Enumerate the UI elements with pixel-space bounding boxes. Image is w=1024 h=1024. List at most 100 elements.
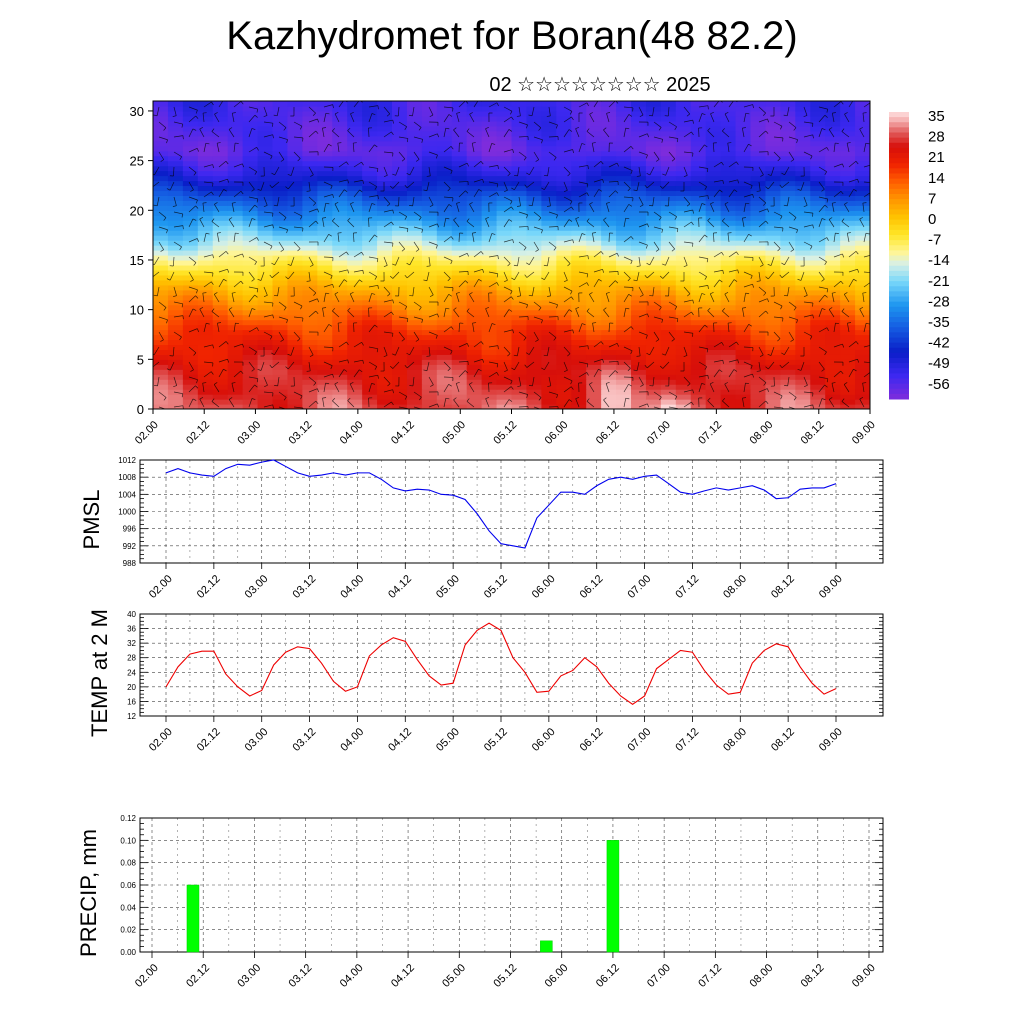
heat-cell (840, 120, 856, 127)
wind-barb-flag (525, 352, 530, 355)
wind-barb (443, 166, 453, 171)
heat-cell (287, 255, 303, 261)
wind-barb-flag (153, 204, 158, 207)
wind-barb-flag (586, 308, 590, 312)
wind-barb (533, 331, 539, 340)
heat-cell (197, 135, 214, 142)
wind-barb-flag (647, 223, 650, 228)
heat-cell (556, 155, 572, 162)
heat-cell (511, 384, 528, 390)
heat-cell (511, 255, 528, 261)
heat-cell (720, 364, 737, 370)
heat-cell (332, 329, 348, 336)
heat-cell (825, 314, 841, 321)
wind-barb (158, 136, 168, 141)
wind-barb (665, 166, 670, 176)
heat-cell (227, 284, 244, 291)
heat-cell (153, 145, 169, 152)
heat-cell (511, 135, 528, 142)
wind-barb-flag (192, 398, 197, 401)
wind-barb-flag (721, 342, 724, 346)
heat-cell (436, 215, 453, 221)
wind-barb (278, 226, 288, 230)
heat-cell (750, 294, 767, 301)
heat-cell (645, 180, 662, 187)
heat-cell (302, 245, 318, 251)
wind-barb (652, 376, 655, 386)
heat-cell (392, 269, 408, 276)
wind-barb (727, 233, 730, 243)
heat-cell (571, 140, 587, 147)
wind-barb-flag (466, 218, 470, 222)
heat-cell (765, 274, 781, 281)
heat-cell (167, 125, 184, 132)
heat-cell (750, 150, 767, 157)
heat-cell (272, 404, 289, 409)
heat-cell (780, 240, 796, 246)
wind-barb (263, 404, 273, 408)
wind-barb (828, 219, 835, 228)
wind-barb (653, 226, 663, 230)
wind-barb-flag (270, 245, 273, 250)
wind-barb (248, 308, 253, 318)
wind-barb-flag (211, 308, 215, 312)
heat-cell (750, 235, 767, 241)
wind-barb (383, 209, 393, 213)
wind-barb-flag (793, 217, 797, 221)
wind-barb (202, 113, 205, 123)
heat-cell (511, 160, 528, 167)
wind-barb (578, 233, 583, 243)
wind-barb-flag (859, 307, 864, 310)
heat-cell (616, 195, 632, 201)
heat-cell (855, 264, 870, 271)
wind-barb-flag (211, 191, 214, 196)
heat-cell (750, 195, 767, 201)
wind-barb (274, 166, 280, 176)
heat-cell (287, 364, 303, 370)
heat-cell (287, 190, 303, 196)
heat-cell (840, 389, 856, 395)
wind-barb-flag (687, 293, 691, 297)
wind-barb-flag (810, 155, 813, 160)
wind-barb-flag (280, 159, 285, 162)
wind-barb (472, 233, 475, 243)
heat-cell (780, 304, 796, 311)
wind-barb (188, 181, 194, 190)
wind-barb (473, 279, 479, 288)
wind-barb-flag (538, 127, 542, 131)
heat-cell (735, 235, 752, 241)
heat-cell (182, 359, 199, 365)
wind-barb (788, 121, 797, 128)
heat-cell (541, 145, 557, 152)
heat-cell (197, 329, 214, 336)
wind-barb-flag (325, 202, 330, 205)
wind-barb-flag (254, 171, 258, 175)
heat-cell (750, 215, 767, 221)
heat-cell (556, 384, 572, 390)
wind-barb (443, 218, 447, 228)
heat-cell (496, 399, 513, 405)
heat-cell (257, 399, 274, 405)
wind-barb-flag (232, 202, 236, 204)
heat-cell (690, 190, 707, 196)
heat-cell (451, 349, 468, 355)
wind-barb (458, 252, 468, 258)
wind-barb-flag (300, 215, 303, 220)
wind-barb (202, 203, 205, 213)
heat-cell (317, 255, 333, 261)
wind-barb-flag (256, 327, 259, 331)
heat-cell (750, 220, 767, 226)
wind-barb (218, 160, 227, 168)
heat-cell (466, 304, 483, 311)
heat-cell (541, 210, 557, 216)
heat-cell (287, 279, 303, 286)
wind-barb (518, 151, 527, 158)
heat-cell (601, 354, 617, 360)
heat-cell (810, 101, 826, 107)
wind-barb (848, 189, 854, 198)
heat-cell (705, 160, 722, 167)
heat-cell (690, 155, 707, 162)
wind-barb-flag (567, 353, 571, 357)
heat-cell (810, 294, 826, 301)
heat-cell (392, 329, 408, 336)
